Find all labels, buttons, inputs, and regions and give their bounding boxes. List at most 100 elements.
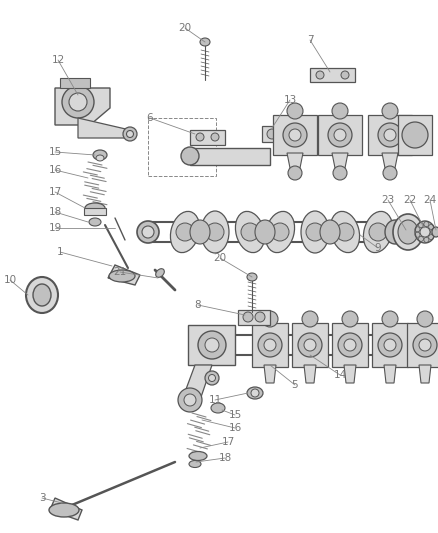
Circle shape bbox=[378, 333, 402, 357]
Polygon shape bbox=[78, 118, 130, 138]
Text: 15: 15 bbox=[228, 410, 242, 420]
Polygon shape bbox=[182, 365, 212, 400]
Circle shape bbox=[316, 71, 324, 79]
Ellipse shape bbox=[336, 223, 354, 241]
Circle shape bbox=[243, 312, 253, 322]
Circle shape bbox=[333, 166, 347, 180]
Ellipse shape bbox=[306, 223, 324, 241]
Ellipse shape bbox=[255, 220, 275, 244]
Polygon shape bbox=[287, 153, 303, 173]
Polygon shape bbox=[264, 365, 276, 383]
Ellipse shape bbox=[176, 223, 194, 241]
Polygon shape bbox=[262, 126, 296, 142]
Ellipse shape bbox=[137, 221, 159, 243]
Circle shape bbox=[264, 339, 276, 351]
Circle shape bbox=[342, 311, 358, 327]
Text: 17: 17 bbox=[48, 187, 62, 197]
Text: 13: 13 bbox=[283, 95, 297, 105]
Ellipse shape bbox=[109, 270, 135, 282]
Ellipse shape bbox=[181, 147, 199, 165]
Polygon shape bbox=[55, 88, 110, 125]
Polygon shape bbox=[190, 130, 225, 145]
Ellipse shape bbox=[251, 389, 259, 397]
Circle shape bbox=[341, 71, 349, 79]
Ellipse shape bbox=[170, 212, 200, 253]
Polygon shape bbox=[332, 323, 368, 367]
Text: 14: 14 bbox=[333, 370, 346, 380]
Circle shape bbox=[281, 129, 291, 139]
Text: 17: 17 bbox=[221, 437, 235, 447]
Circle shape bbox=[298, 333, 322, 357]
Polygon shape bbox=[84, 208, 106, 215]
Ellipse shape bbox=[189, 461, 201, 467]
Ellipse shape bbox=[204, 334, 226, 356]
Text: 8: 8 bbox=[194, 300, 201, 310]
Polygon shape bbox=[419, 365, 431, 383]
Text: 16: 16 bbox=[228, 423, 242, 433]
Ellipse shape bbox=[211, 403, 225, 413]
Ellipse shape bbox=[155, 269, 164, 277]
Polygon shape bbox=[344, 365, 356, 383]
Circle shape bbox=[328, 123, 352, 147]
Polygon shape bbox=[190, 148, 270, 165]
Text: 3: 3 bbox=[39, 493, 45, 503]
Circle shape bbox=[287, 103, 303, 119]
Text: 23: 23 bbox=[381, 195, 395, 205]
Text: 22: 22 bbox=[403, 195, 417, 205]
Circle shape bbox=[69, 93, 87, 111]
Text: 24: 24 bbox=[424, 195, 437, 205]
Polygon shape bbox=[238, 310, 270, 325]
Ellipse shape bbox=[205, 371, 219, 385]
Circle shape bbox=[344, 339, 356, 351]
Polygon shape bbox=[384, 365, 396, 383]
Text: 18: 18 bbox=[48, 207, 62, 217]
Circle shape bbox=[262, 311, 278, 327]
Text: 10: 10 bbox=[4, 275, 17, 285]
Circle shape bbox=[196, 133, 204, 141]
Ellipse shape bbox=[208, 375, 215, 382]
Ellipse shape bbox=[432, 227, 438, 237]
Polygon shape bbox=[292, 323, 328, 367]
Ellipse shape bbox=[189, 451, 207, 461]
Text: 7: 7 bbox=[307, 35, 313, 45]
Circle shape bbox=[258, 333, 282, 357]
Ellipse shape bbox=[247, 273, 257, 281]
Ellipse shape bbox=[49, 503, 79, 517]
Circle shape bbox=[198, 331, 226, 359]
Circle shape bbox=[419, 339, 431, 351]
Polygon shape bbox=[382, 153, 398, 173]
Polygon shape bbox=[398, 115, 432, 155]
Polygon shape bbox=[310, 68, 355, 82]
Polygon shape bbox=[50, 498, 82, 520]
Ellipse shape bbox=[265, 212, 295, 253]
Ellipse shape bbox=[320, 220, 340, 244]
Ellipse shape bbox=[96, 155, 104, 161]
Polygon shape bbox=[108, 265, 140, 285]
Circle shape bbox=[338, 333, 362, 357]
Circle shape bbox=[382, 311, 398, 327]
Circle shape bbox=[383, 166, 397, 180]
Circle shape bbox=[302, 311, 318, 327]
Circle shape bbox=[413, 333, 437, 357]
Ellipse shape bbox=[330, 212, 360, 253]
Bar bbox=[148, 118, 216, 176]
Circle shape bbox=[304, 339, 316, 351]
Ellipse shape bbox=[420, 227, 430, 237]
Text: 9: 9 bbox=[374, 243, 381, 253]
Ellipse shape bbox=[415, 221, 435, 243]
Circle shape bbox=[378, 123, 402, 147]
Polygon shape bbox=[372, 323, 408, 367]
Circle shape bbox=[288, 166, 302, 180]
Circle shape bbox=[402, 122, 428, 148]
Text: 18: 18 bbox=[219, 453, 232, 463]
Text: 15: 15 bbox=[48, 147, 62, 157]
Ellipse shape bbox=[369, 223, 387, 241]
Ellipse shape bbox=[301, 211, 329, 253]
Ellipse shape bbox=[127, 131, 134, 138]
Text: 16: 16 bbox=[48, 165, 62, 175]
Circle shape bbox=[382, 103, 398, 119]
Text: 20: 20 bbox=[213, 253, 226, 263]
Polygon shape bbox=[368, 115, 412, 155]
Text: 12: 12 bbox=[51, 55, 65, 65]
Circle shape bbox=[255, 312, 265, 322]
